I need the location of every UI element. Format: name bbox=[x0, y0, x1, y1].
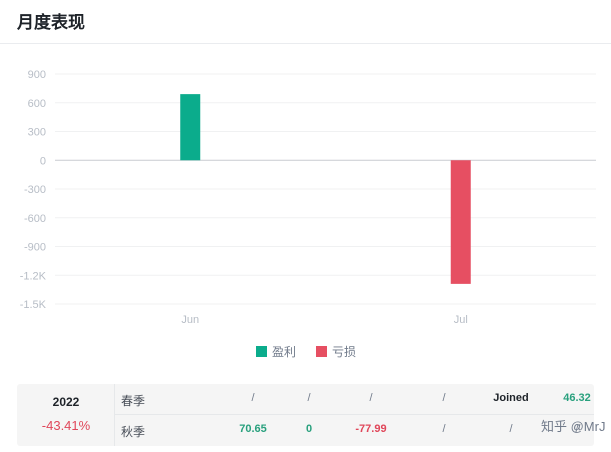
yearly-summary-table: 2022 -43.41% 春季 / / / / Joined 46.32 秋季 70.65… bbox=[17, 384, 594, 446]
y-tick-label: 600 bbox=[28, 98, 46, 110]
season-label: 秋季 bbox=[121, 425, 146, 439]
legend-swatch bbox=[316, 346, 327, 357]
legend-label: 亏损 bbox=[332, 345, 356, 359]
chart-svg: 900 600 300 0 -300 -600 -900 -1.2K -1.5K Jun Jul 盈利… bbox=[20, 69, 596, 359]
summary-cell: / bbox=[369, 392, 373, 404]
summary-cell: 0 bbox=[305, 423, 313, 435]
summary-cell: 70.65 bbox=[239, 423, 267, 435]
season-row-spring: 春季 / / / / Joined 46.32 bbox=[115, 384, 594, 415]
summary-cell: -77.99 bbox=[355, 423, 387, 435]
season-row-autumn: 秋季 70.65 0 -77.99 / / / bbox=[115, 415, 594, 446]
bar-jun bbox=[180, 94, 201, 161]
y-tick-label: -600 bbox=[24, 213, 46, 225]
y-tick-label: -300 bbox=[24, 184, 46, 196]
bar-jul bbox=[450, 160, 471, 284]
year-label: 2022 bbox=[52, 395, 80, 409]
y-tick-label: 300 bbox=[28, 127, 46, 139]
summary-cell: / bbox=[442, 423, 446, 435]
monthly-performance-chart: 900 600 300 0 -300 -600 -900 -1.2K -1.5K Jun Jul 盈利… bbox=[0, 45, 611, 380]
summary-cell: Joined bbox=[493, 392, 529, 404]
y-tick-label: -1.5K bbox=[20, 299, 47, 311]
panel-header: 月度表现 bbox=[0, 0, 611, 44]
year-cell: 2022 -43.41% bbox=[17, 384, 115, 446]
watermark: 知乎 @MrJ bbox=[541, 419, 606, 434]
summary-cell: 46.32 bbox=[563, 392, 591, 404]
season-label: 春季 bbox=[121, 394, 146, 408]
y-tick-label: -900 bbox=[24, 242, 46, 254]
legend-swatch bbox=[256, 346, 267, 357]
x-tick-label: Jul bbox=[454, 314, 468, 326]
legend-label: 盈利 bbox=[272, 345, 296, 359]
summary-cell: / bbox=[575, 423, 579, 435]
summary-cell: / bbox=[509, 423, 513, 435]
y-tick-label: 900 bbox=[28, 69, 46, 81]
y-tick-label: -1.2K bbox=[20, 270, 47, 282]
panel-title: 月度表现 bbox=[17, 13, 85, 33]
summary-cell: / bbox=[307, 392, 311, 404]
y-tick-label: 0 bbox=[40, 155, 46, 167]
summary-cell: / bbox=[442, 392, 446, 404]
summary-cell: / bbox=[251, 392, 255, 404]
x-tick-label: Jun bbox=[181, 314, 199, 326]
year-return-percent: -43.41% bbox=[41, 418, 91, 433]
